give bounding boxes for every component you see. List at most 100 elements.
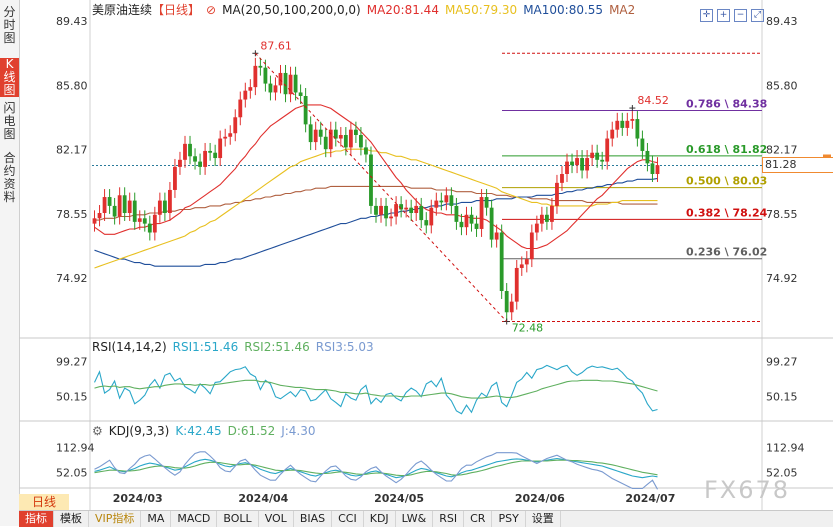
x-tick-label: 2024/07 bbox=[625, 492, 675, 505]
candle-body bbox=[328, 129, 333, 150]
candle-body bbox=[565, 161, 569, 174]
zoom-out-icon[interactable]: − bbox=[734, 9, 747, 22]
bottom-tab[interactable]: RSI bbox=[433, 511, 465, 527]
candle-body bbox=[499, 232, 504, 291]
candle-body bbox=[620, 120, 625, 128]
ma20-value: MA20:81.44 bbox=[366, 3, 439, 17]
candle-body bbox=[278, 72, 283, 86]
candle bbox=[228, 125, 233, 145]
kdj-y-tick-left: 112.94 bbox=[56, 441, 95, 454]
candle-body bbox=[97, 213, 102, 219]
bottom-tab[interactable]: MACD bbox=[171, 511, 218, 527]
candle bbox=[489, 199, 494, 248]
candle-body bbox=[298, 92, 303, 96]
candle-body bbox=[379, 205, 383, 215]
bottom-tab[interactable]: VOL bbox=[259, 511, 294, 527]
candle-body bbox=[238, 99, 243, 118]
settings-icon[interactable]: ⊘ bbox=[206, 3, 217, 17]
candle-body bbox=[243, 90, 248, 100]
kdj-y-tick-right: 112.94 bbox=[766, 441, 805, 454]
bottom-tab[interactable]: LW& bbox=[396, 511, 434, 527]
candle-body bbox=[429, 207, 434, 226]
fib-level-label: 0.618 \ 81.82 bbox=[686, 143, 767, 156]
bottom-tab[interactable]: PSY bbox=[492, 511, 526, 527]
y-tick-right: 82.17 bbox=[766, 144, 798, 157]
zoom-in-icon[interactable]: + bbox=[717, 9, 730, 22]
left-tab[interactable]: 闪电图 bbox=[3, 101, 16, 141]
candle-body bbox=[479, 197, 484, 229]
candle bbox=[384, 197, 388, 227]
candle-body bbox=[374, 205, 378, 215]
fib-level-label: 0.382 \ 78.24 bbox=[686, 206, 768, 219]
period-selector[interactable]: 日线 bbox=[19, 494, 69, 510]
bottom-tab[interactable]: BIAS bbox=[294, 511, 333, 527]
candle-body bbox=[338, 135, 343, 139]
ma100-value: MA100:80.55 bbox=[523, 3, 604, 17]
candle-body bbox=[218, 138, 223, 159]
candle-body bbox=[444, 195, 449, 203]
rsi3-value: RSI3:5.03 bbox=[315, 340, 374, 354]
left-tab[interactable]: 合约资料 bbox=[3, 151, 16, 204]
candle-body bbox=[268, 83, 273, 93]
x-tick-label: 2024/06 bbox=[515, 492, 565, 505]
candle bbox=[353, 121, 358, 143]
fib-level-label: 0.500 \ 80.03 bbox=[686, 175, 767, 188]
period-label[interactable]: 【日线】 bbox=[152, 3, 201, 17]
candle bbox=[504, 283, 509, 321]
trend-line bbox=[254, 52, 508, 322]
rsi2-value: RSI2:51.46 bbox=[244, 340, 310, 354]
candles bbox=[92, 57, 660, 321]
crosshair-icon[interactable]: ✛ bbox=[700, 9, 713, 22]
candle bbox=[233, 109, 238, 142]
candle-body bbox=[364, 147, 368, 155]
candle-body bbox=[132, 200, 137, 222]
candle bbox=[595, 144, 600, 168]
bottom-tab[interactable]: 模板 bbox=[54, 511, 89, 527]
candle-body bbox=[162, 200, 167, 213]
candle bbox=[534, 215, 539, 241]
bottom-tab[interactable]: VIP指标 bbox=[89, 511, 142, 527]
candle bbox=[117, 187, 122, 225]
candle bbox=[263, 59, 268, 92]
kdj-d-value: D:61.52 bbox=[227, 424, 276, 438]
candle bbox=[499, 224, 504, 299]
candle-body bbox=[384, 205, 388, 219]
y-tick-left: 85.80 bbox=[56, 79, 88, 92]
kdj-header: ⚙ KDJ(9,3,3) K:42.45 D:61.52 J:4.30 bbox=[92, 424, 322, 438]
candle-body bbox=[484, 197, 489, 208]
candle-body bbox=[112, 205, 117, 217]
candle-body bbox=[183, 143, 187, 160]
candle bbox=[555, 174, 559, 214]
kdj-settings-icon[interactable]: ⚙ bbox=[92, 424, 103, 438]
left-tab[interactable]: 分时图 bbox=[3, 5, 16, 45]
current-price-tag: 81.28 bbox=[762, 157, 833, 174]
ma2-value: MA2 bbox=[609, 3, 636, 17]
candle bbox=[655, 157, 660, 182]
candle bbox=[514, 259, 519, 310]
watermark: FX678 bbox=[704, 476, 791, 504]
expand-icon[interactable]: ⤢ bbox=[751, 9, 764, 22]
bottom-tab[interactable]: CCI bbox=[332, 511, 364, 527]
left-tab[interactable]: K线图 bbox=[0, 58, 19, 97]
candle-body bbox=[595, 152, 600, 160]
candle-body bbox=[404, 207, 409, 210]
bottom-tab[interactable]: 指标 bbox=[19, 511, 54, 527]
candle-body bbox=[92, 218, 97, 224]
rsi-panel bbox=[94, 364, 658, 415]
bottom-tab[interactable]: BOLL bbox=[217, 511, 259, 527]
candle bbox=[147, 215, 152, 241]
candle-body bbox=[348, 129, 353, 148]
candle bbox=[193, 148, 197, 170]
grid bbox=[19, 0, 833, 510]
candle-body bbox=[489, 207, 494, 240]
kdj-panel bbox=[94, 451, 658, 490]
candle bbox=[127, 192, 132, 221]
candle-body bbox=[650, 163, 655, 174]
bottom-tab[interactable]: MA bbox=[141, 511, 172, 527]
bottom-tab[interactable]: KDJ bbox=[364, 511, 396, 527]
bottom-tab[interactable]: CR bbox=[464, 511, 493, 527]
candle-body bbox=[439, 200, 444, 203]
bottom-tab[interactable]: 设置 bbox=[526, 511, 561, 527]
candle-body bbox=[524, 259, 529, 265]
